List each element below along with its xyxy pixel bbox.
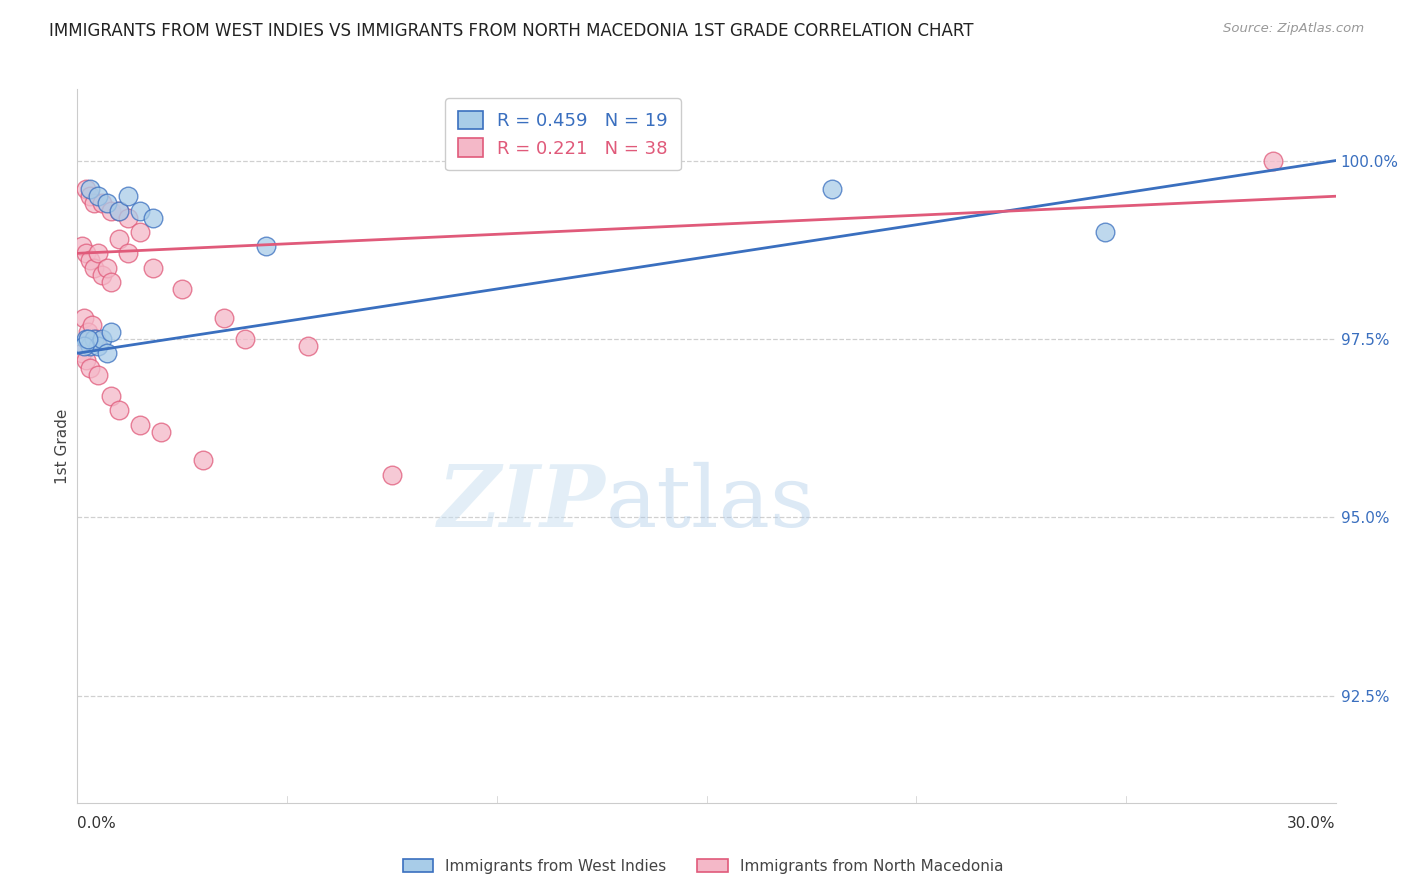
Text: atlas: atlas xyxy=(606,461,815,545)
Point xyxy=(129,225,152,239)
Point xyxy=(75,332,97,346)
Point xyxy=(117,211,139,225)
Point xyxy=(83,196,105,211)
Point xyxy=(80,318,103,332)
Point xyxy=(70,239,93,253)
Point xyxy=(100,325,122,339)
Point xyxy=(1094,225,1116,239)
Point xyxy=(87,339,110,353)
Point xyxy=(79,253,101,268)
Point xyxy=(79,189,101,203)
Point xyxy=(76,325,98,339)
Point xyxy=(117,189,139,203)
Point xyxy=(108,403,131,417)
Point xyxy=(108,203,131,218)
Point xyxy=(91,268,114,282)
Point xyxy=(72,310,94,325)
Point xyxy=(72,339,94,353)
Text: 0.0%: 0.0% xyxy=(77,816,117,831)
Point xyxy=(821,182,844,196)
Point xyxy=(1261,153,1284,168)
Legend: Immigrants from West Indies, Immigrants from North Macedonia: Immigrants from West Indies, Immigrants … xyxy=(396,853,1010,880)
Point xyxy=(297,339,319,353)
Text: IMMIGRANTS FROM WEST INDIES VS IMMIGRANTS FROM NORTH MACEDONIA 1ST GRADE CORRELA: IMMIGRANTS FROM WEST INDIES VS IMMIGRANT… xyxy=(49,22,974,40)
Point xyxy=(91,332,114,346)
Point xyxy=(87,368,110,382)
Point xyxy=(79,360,101,375)
Point xyxy=(96,196,118,211)
Point xyxy=(150,425,173,439)
Point xyxy=(96,346,118,360)
Point xyxy=(191,453,215,467)
Point xyxy=(83,332,105,346)
Point xyxy=(83,260,105,275)
Point xyxy=(79,339,101,353)
Point xyxy=(75,353,97,368)
Point xyxy=(91,196,114,211)
Point xyxy=(254,239,277,253)
Point xyxy=(129,417,152,432)
Point xyxy=(100,389,122,403)
Text: 30.0%: 30.0% xyxy=(1288,816,1336,831)
Point xyxy=(87,246,110,260)
Point xyxy=(70,346,93,360)
Legend: R = 0.459   N = 19, R = 0.221   N = 38: R = 0.459 N = 19, R = 0.221 N = 38 xyxy=(444,98,681,170)
Point xyxy=(108,203,131,218)
Point xyxy=(84,332,107,346)
Y-axis label: 1st Grade: 1st Grade xyxy=(55,409,70,483)
Point xyxy=(100,275,122,289)
Point xyxy=(142,260,165,275)
Point xyxy=(129,203,152,218)
Point xyxy=(108,232,131,246)
Point xyxy=(76,332,98,346)
Point xyxy=(233,332,256,346)
Point xyxy=(381,467,404,482)
Point xyxy=(79,182,101,196)
Point xyxy=(172,282,194,296)
Point xyxy=(75,182,97,196)
Point xyxy=(75,246,97,260)
Point xyxy=(212,310,235,325)
Point xyxy=(117,246,139,260)
Point xyxy=(100,203,122,218)
Point xyxy=(96,260,118,275)
Text: Source: ZipAtlas.com: Source: ZipAtlas.com xyxy=(1223,22,1364,36)
Point xyxy=(142,211,165,225)
Point xyxy=(87,189,110,203)
Text: ZIP: ZIP xyxy=(439,461,606,545)
